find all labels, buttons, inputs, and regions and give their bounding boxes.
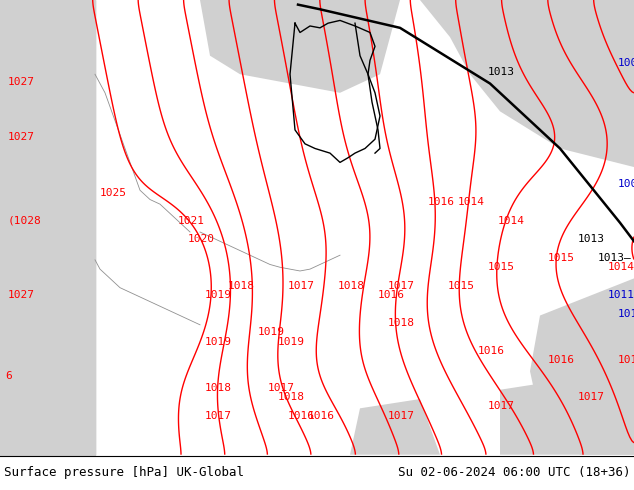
Polygon shape	[500, 380, 634, 455]
Text: 1018: 1018	[205, 383, 232, 393]
Text: 1016: 1016	[308, 411, 335, 421]
Text: 1018: 1018	[278, 392, 305, 402]
Text: 1011: 1011	[608, 290, 634, 300]
Text: 1018: 1018	[388, 318, 415, 328]
Text: 1027: 1027	[8, 290, 35, 300]
Text: 1018: 1018	[338, 281, 365, 291]
Bar	[0, 0, 95, 455]
Text: 1017: 1017	[205, 411, 232, 421]
Text: 1027: 1027	[8, 132, 35, 142]
Text: 1013–: 1013–	[598, 253, 631, 263]
Text: 1016: 1016	[378, 290, 405, 300]
Text: (1028: (1028	[8, 216, 42, 226]
Polygon shape	[530, 278, 634, 455]
Text: 1012: 1012	[618, 309, 634, 318]
Text: 1014: 1014	[458, 197, 485, 207]
Text: 1019: 1019	[258, 327, 285, 337]
Text: 1016: 1016	[288, 411, 315, 421]
Text: 1013: 1013	[578, 234, 605, 245]
Text: 1025: 1025	[100, 188, 127, 198]
Text: 1018: 1018	[228, 281, 255, 291]
Text: 1015: 1015	[618, 355, 634, 365]
Text: 1013: 1013	[488, 68, 515, 77]
Text: 1019: 1019	[205, 290, 232, 300]
Polygon shape	[420, 0, 634, 167]
Text: 1017: 1017	[288, 281, 315, 291]
Text: 1014: 1014	[498, 216, 525, 226]
Text: 1027: 1027	[8, 76, 35, 87]
Text: 1017: 1017	[578, 392, 605, 402]
Text: 1016: 1016	[478, 346, 505, 356]
Polygon shape	[350, 399, 440, 455]
Text: 1019: 1019	[278, 337, 305, 346]
Text: 1019: 1019	[205, 337, 232, 346]
Text: Su 02-06-2024 06:00 UTC (18+36): Su 02-06-2024 06:00 UTC (18+36)	[398, 466, 630, 479]
Text: 1016: 1016	[548, 355, 575, 365]
Text: 100: 100	[618, 179, 634, 189]
Text: 1014: 1014	[608, 262, 634, 272]
Text: 1017: 1017	[488, 401, 515, 412]
Text: 1016: 1016	[428, 197, 455, 207]
Text: 1015: 1015	[488, 262, 515, 272]
Text: 1017: 1017	[388, 411, 415, 421]
Text: 1015: 1015	[548, 253, 575, 263]
Text: 1020: 1020	[188, 234, 215, 245]
Text: 1015: 1015	[448, 281, 475, 291]
Text: 1017: 1017	[268, 383, 295, 393]
Text: 6: 6	[5, 371, 12, 381]
Text: Surface pressure [hPa] UK-Global: Surface pressure [hPa] UK-Global	[4, 466, 244, 479]
Text: 1021: 1021	[178, 216, 205, 226]
Text: 100: 100	[618, 58, 634, 68]
Polygon shape	[200, 0, 400, 93]
Text: 1017: 1017	[388, 281, 415, 291]
